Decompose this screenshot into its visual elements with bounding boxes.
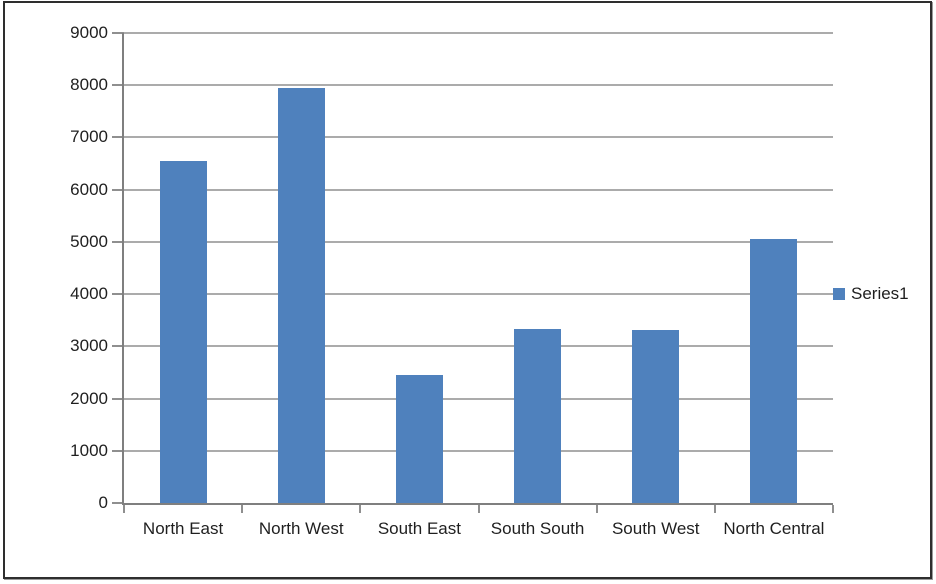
y-axis-tick bbox=[112, 345, 124, 348]
x-axis-tick bbox=[595, 505, 598, 513]
gridline bbox=[124, 84, 833, 86]
legend[interactable]: Series1 bbox=[833, 284, 909, 304]
y-axis-line bbox=[122, 33, 124, 503]
bar-north-west[interactable] bbox=[277, 87, 325, 503]
x-axis-tick bbox=[477, 505, 480, 513]
gridline bbox=[124, 188, 833, 191]
y-axis-tick-label: 5000 bbox=[70, 231, 108, 251]
y-axis-tick-label: 6000 bbox=[70, 179, 108, 199]
x-axis-line bbox=[122, 503, 833, 505]
gridline bbox=[124, 345, 833, 348]
x-axis-tick bbox=[123, 505, 125, 513]
x-label-south-south: South South bbox=[490, 519, 585, 538]
gridline bbox=[124, 32, 833, 34]
gridline bbox=[124, 241, 833, 243]
y-axis-tick bbox=[112, 84, 124, 87]
legend-swatch-icon bbox=[833, 288, 845, 300]
y-axis-tick bbox=[112, 293, 124, 296]
x-label-south-west: South West bbox=[611, 519, 700, 538]
bar-south-east[interactable] bbox=[395, 375, 443, 503]
gridline bbox=[124, 397, 833, 400]
x-axis-tick bbox=[359, 505, 362, 513]
bar-north-central[interactable] bbox=[750, 239, 798, 503]
x-label-north-central: North Central bbox=[723, 519, 825, 538]
y-axis-tick-label: 0 bbox=[98, 493, 108, 512]
y-axis-tick-label: 3000 bbox=[70, 336, 108, 356]
gridline bbox=[124, 136, 833, 139]
y-axis-tick-label: 8000 bbox=[70, 75, 108, 95]
x-label-north-west: North West bbox=[258, 519, 344, 538]
y-axis-tick bbox=[112, 188, 124, 191]
y-axis-tick bbox=[112, 502, 124, 504]
bar-south-south[interactable] bbox=[514, 329, 562, 503]
gridline bbox=[124, 293, 833, 295]
bar-south-west[interactable] bbox=[632, 330, 680, 503]
y-axis-tick-label: 2000 bbox=[70, 388, 108, 408]
x-label-south-east: South East bbox=[377, 519, 461, 538]
y-axis-tick-label: 9000 bbox=[70, 23, 108, 42]
gridline bbox=[124, 450, 833, 452]
y-axis-tick bbox=[112, 136, 124, 139]
y-axis-tick-label: 4000 bbox=[70, 284, 108, 304]
bar-north-east[interactable] bbox=[159, 160, 207, 503]
y-axis-tick bbox=[112, 32, 124, 34]
y-axis-tick-label: 7000 bbox=[70, 127, 108, 147]
y-axis-tick bbox=[112, 240, 124, 243]
y-axis-tick bbox=[112, 449, 124, 452]
x-axis-tick bbox=[241, 505, 244, 513]
y-axis-tick bbox=[112, 397, 124, 400]
x-label-north-east: North East bbox=[142, 519, 224, 538]
x-axis-tick bbox=[832, 505, 834, 513]
x-axis-tick bbox=[713, 505, 716, 513]
legend-label: Series1 bbox=[851, 284, 909, 303]
y-axis-tick-label: 1000 bbox=[70, 440, 108, 460]
